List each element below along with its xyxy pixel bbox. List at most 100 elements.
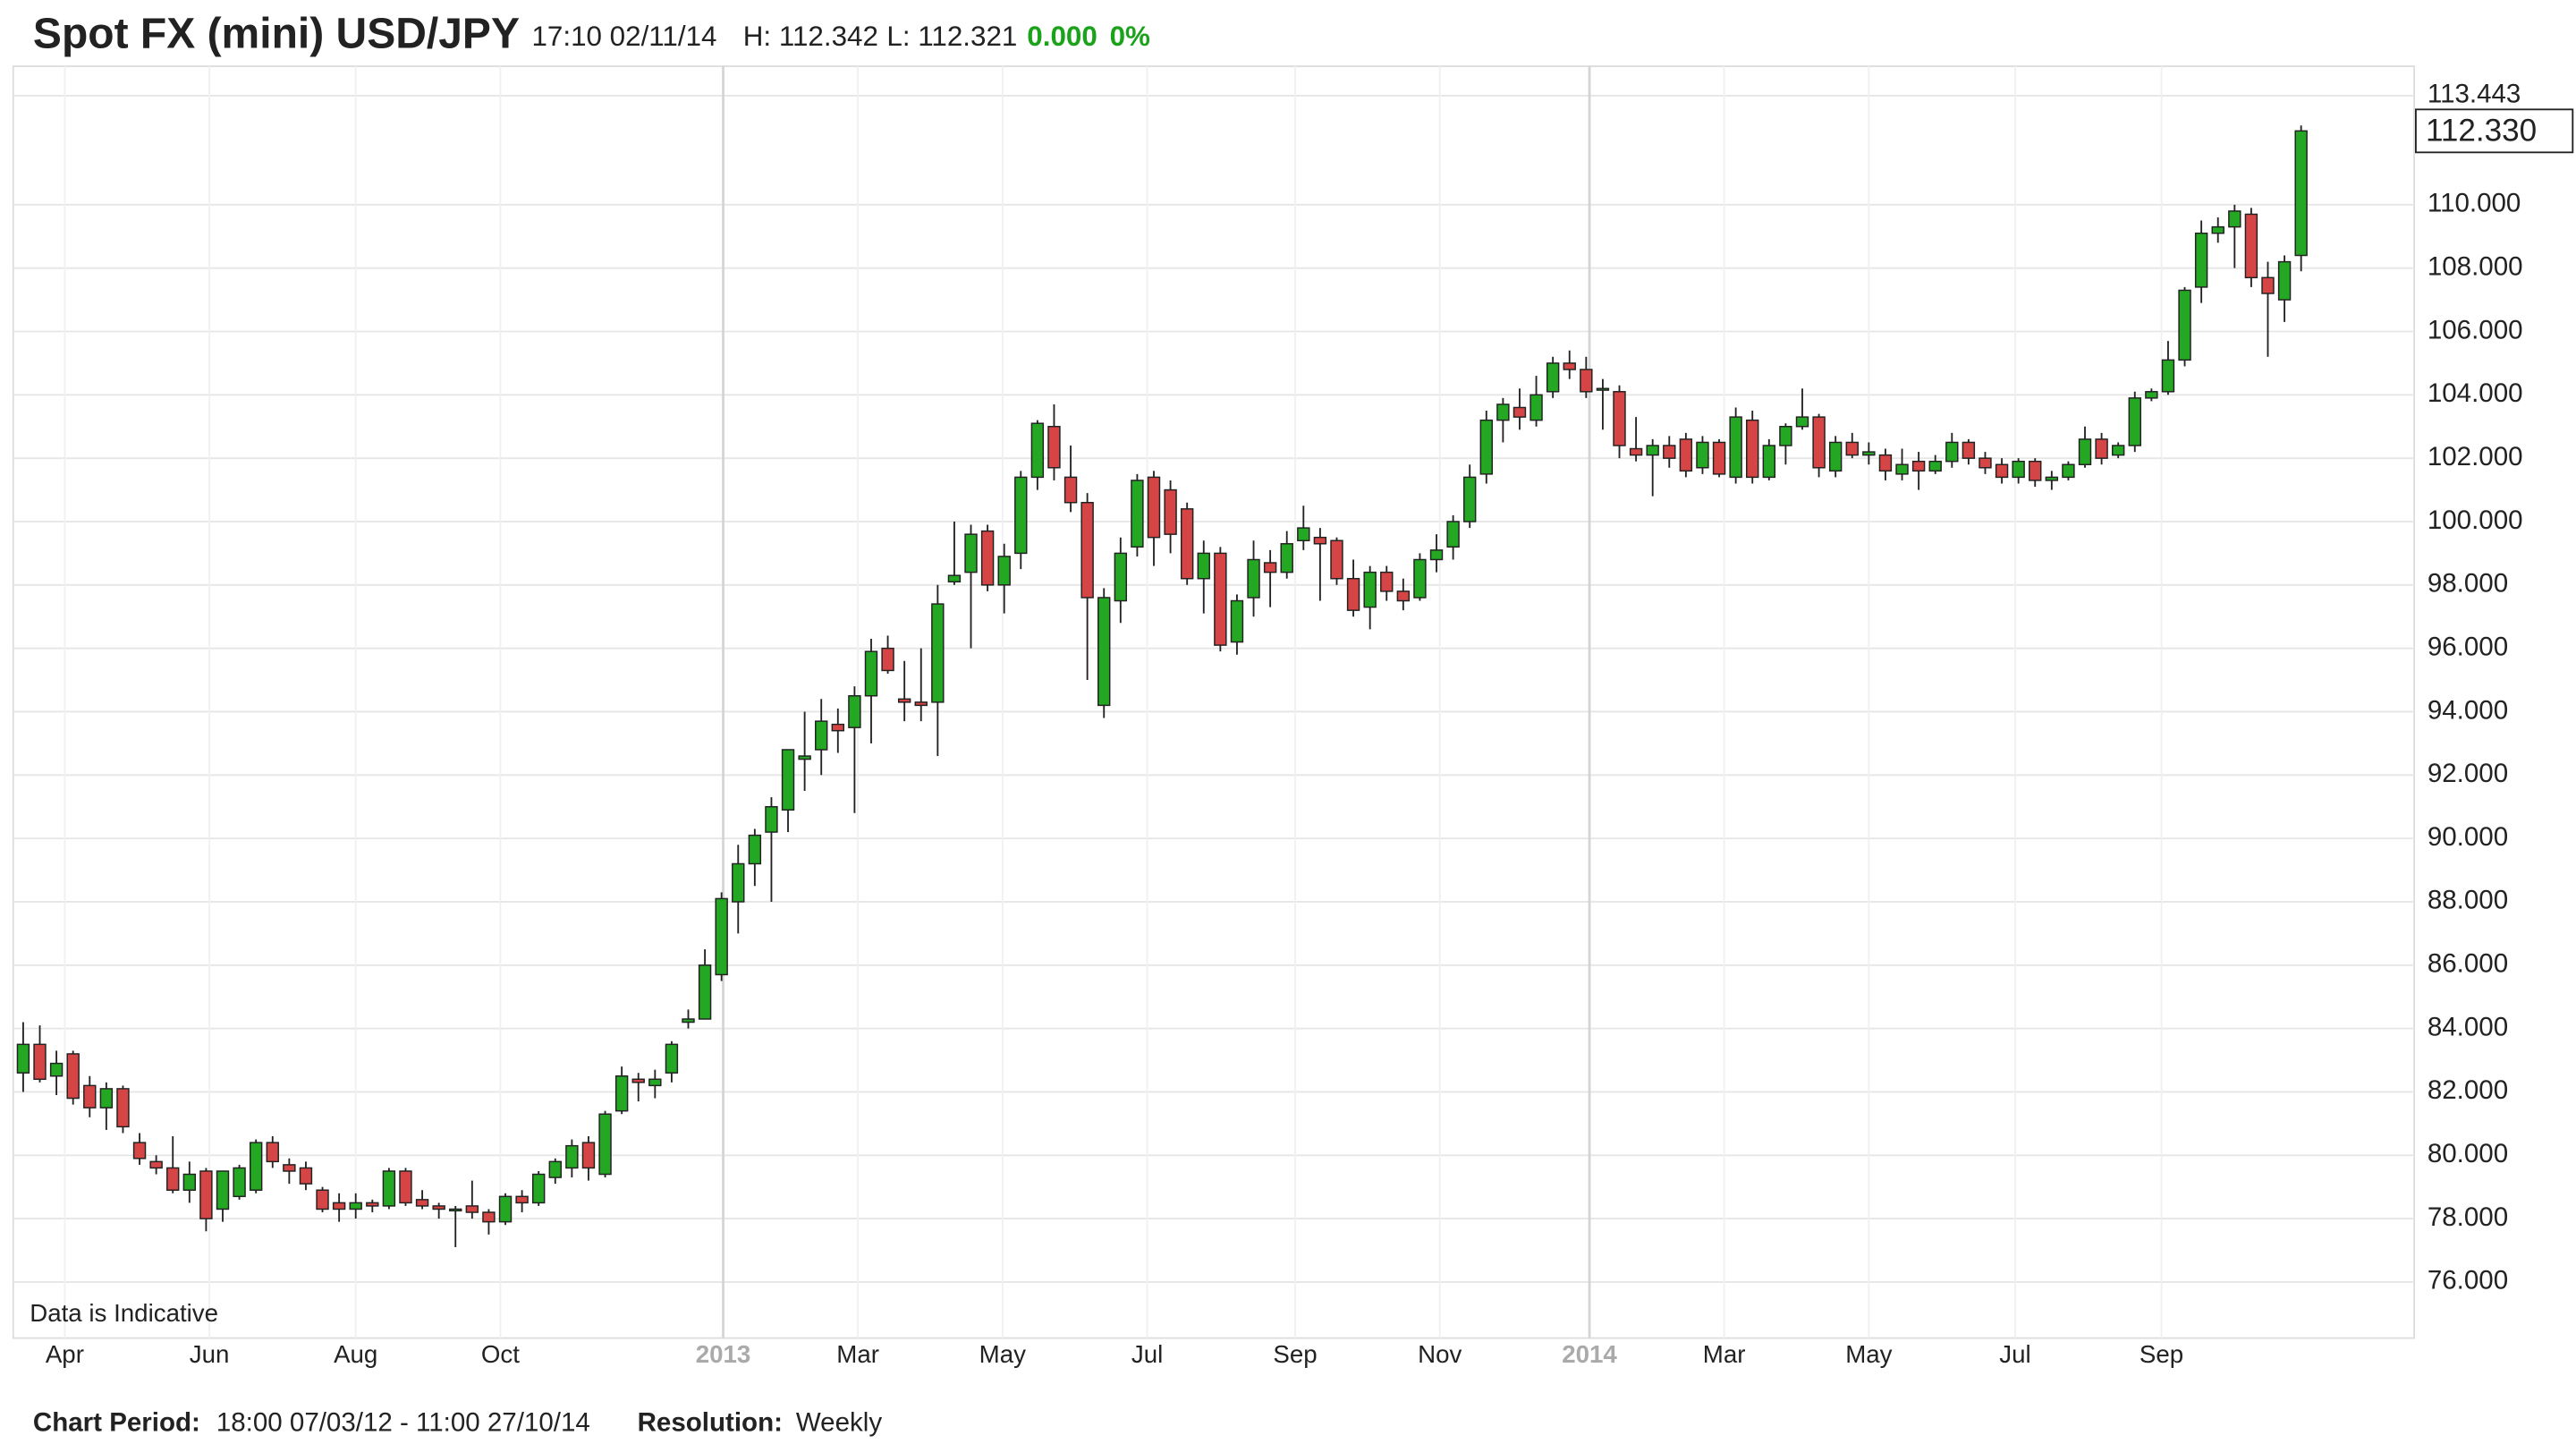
candle-body <box>798 755 811 760</box>
candle-body <box>2211 225 2224 234</box>
candle-body <box>266 1142 279 1163</box>
candle-body <box>1945 441 1959 463</box>
y-tick-label: 80.000 <box>2428 1139 2508 1168</box>
candle-body <box>1779 426 1792 446</box>
candle-body <box>2294 130 2308 257</box>
candle-body <box>299 1167 313 1185</box>
candle-body <box>1396 590 1411 602</box>
resolution: Weekly <box>796 1407 882 1437</box>
candle-body <box>83 1084 97 1108</box>
x-tick-label: May <box>979 1340 1026 1368</box>
chart-title: Spot FX (mini) USD/JPY <box>33 11 520 58</box>
candle-body <box>2045 476 2059 481</box>
candle-body <box>1762 445 1776 479</box>
low: L: 112.321 <box>886 21 1017 52</box>
candle-body <box>1114 552 1128 602</box>
y-tick-label: 100.000 <box>2428 505 2523 535</box>
x-tick-label: Oct <box>481 1340 520 1368</box>
x-tick-label: Nov <box>1418 1340 1462 1368</box>
candle-body <box>581 1142 596 1169</box>
candle-body <box>182 1173 197 1191</box>
candle-body <box>16 1043 30 1074</box>
candle-body <box>997 556 1011 586</box>
candle-body <box>1313 536 1327 545</box>
candle-body <box>715 897 728 976</box>
x-tick-label: Apr <box>46 1340 84 1368</box>
candle-body <box>931 603 945 703</box>
candle-body <box>2078 438 2092 465</box>
y-tick-label: 88.000 <box>2428 886 2508 915</box>
candle-body <box>415 1199 429 1207</box>
candle-body <box>1828 441 1843 472</box>
last-price-box <box>2415 108 2574 154</box>
y-tick-label: 86.000 <box>2428 949 2508 979</box>
candle-body <box>33 1043 47 1081</box>
candle-body <box>1413 558 1427 599</box>
candle-body <box>1696 441 1709 469</box>
candle-body <box>665 1043 679 1074</box>
candle-body <box>1679 438 1693 472</box>
candle-body <box>1795 416 1809 428</box>
candle-body <box>848 695 861 728</box>
candle-body <box>1845 441 1859 456</box>
candle-body <box>49 1062 64 1077</box>
candle-body <box>498 1195 513 1223</box>
candle-body <box>1962 441 1976 459</box>
x-tick-label: Jul <box>1131 1340 1163 1368</box>
candle-body <box>881 647 894 672</box>
candle-body <box>233 1167 246 1198</box>
candle-body <box>698 964 712 1020</box>
candle-body <box>815 720 828 751</box>
candle-body <box>648 1078 662 1087</box>
time: 17:10 02/11/14 <box>531 21 716 52</box>
candle-body <box>1014 476 1028 555</box>
candle-body <box>1878 454 1893 472</box>
candle-body <box>366 1202 379 1207</box>
candle-body <box>1663 445 1676 459</box>
y-tick-label: 113.443 <box>2428 80 2521 109</box>
candle-body <box>1979 457 1992 469</box>
candle-body <box>1530 394 1543 421</box>
candle-body <box>864 650 878 697</box>
x-tick-label: May <box>1845 1340 1892 1368</box>
candle-body <box>1131 480 1144 548</box>
candle-body <box>2029 460 2042 481</box>
candle-body <box>2161 359 2175 393</box>
candle-body <box>1280 543 1293 573</box>
candle-body <box>382 1170 396 1207</box>
candle-body <box>66 1053 80 1100</box>
candle-body <box>1097 597 1111 707</box>
candle-body <box>914 701 928 707</box>
y-tick-label: 96.000 <box>2428 632 2508 661</box>
candle-body <box>116 1088 130 1128</box>
candle-body <box>565 1144 579 1169</box>
candle-body <box>199 1170 213 1219</box>
candle-body <box>1330 539 1343 580</box>
candle-body <box>2277 260 2292 301</box>
candle-body <box>765 805 778 833</box>
candle-body <box>1263 562 1277 573</box>
candle-body <box>598 1113 612 1176</box>
y-tick-label: 82.000 <box>2428 1075 2508 1105</box>
candle-body <box>2095 438 2108 459</box>
candle-body <box>2194 232 2208 288</box>
x-tick-label: 2013 <box>696 1340 751 1368</box>
candle-body <box>748 834 762 865</box>
candle-body <box>1346 577 1360 611</box>
candle-body <box>1513 406 1527 418</box>
candle-body <box>1729 416 1742 479</box>
candle-body <box>2128 397 2141 446</box>
candle-body <box>1928 460 1942 472</box>
candle-body <box>1746 419 1759 479</box>
y-tick-label: 78.000 <box>2428 1202 2508 1232</box>
candle-body <box>1596 387 1610 391</box>
candle-body <box>449 1208 462 1212</box>
candle-body <box>1446 521 1460 548</box>
candle-body <box>831 723 845 732</box>
candle-body <box>249 1142 263 1191</box>
y-tick-label: 110.000 <box>2428 189 2521 218</box>
grid <box>13 66 2415 1338</box>
candle-body <box>1164 488 1177 535</box>
candle-body <box>1862 451 1876 456</box>
